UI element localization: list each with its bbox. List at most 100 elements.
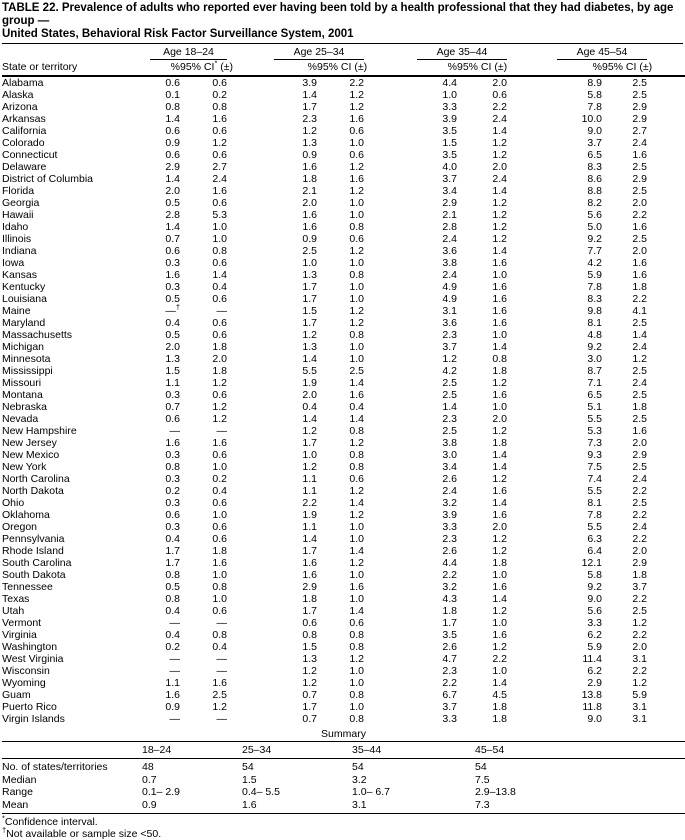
pct-value: 1.4 (364, 401, 457, 413)
ci-value: 1.6 (457, 581, 507, 593)
pct-value: 0.8 (150, 101, 180, 113)
pct-value: 2.0 (150, 185, 180, 197)
pct-value: 6.5 (507, 149, 602, 161)
pct-value: 9.3 (507, 449, 602, 461)
summary-body: No. of states/territories 48 54 54 54 Me… (2, 759, 685, 814)
ci-value: 2.0 (602, 437, 647, 449)
ci-value: 2.9 (602, 173, 647, 185)
ci-value: 1.6 (457, 629, 507, 641)
prevalence-table: Age 18–24 Age 25–34 Age 35–44 Age 45–54 … (2, 44, 685, 725)
ci-value: 1.8 (180, 545, 227, 557)
ci-value: 0.8 (317, 269, 364, 281)
pct-value: 0.6 (227, 617, 317, 629)
ci-value: 0.6 (180, 533, 227, 545)
state-name: Ohio (2, 497, 150, 509)
pct-value: 0.7 (150, 233, 180, 245)
pct-value: 2.5 (364, 425, 457, 437)
ci-value: 1.0 (457, 329, 507, 341)
ci-value: 0.2 (180, 89, 227, 101)
state-name: North Carolina (2, 473, 150, 485)
ci-value: 0.6 (180, 329, 227, 341)
row-filler (647, 377, 685, 389)
ci-value: 0.8 (317, 221, 364, 233)
summary-value: 0.9 (142, 799, 242, 814)
ci-value: 1.2 (457, 545, 507, 557)
pct-value: 0.8 (150, 461, 180, 473)
pct-value: 1.5 (227, 641, 317, 653)
state-name: Wisconsin (2, 665, 150, 677)
pct-value: 3.4 (364, 461, 457, 473)
ci-value: 1.6 (602, 149, 647, 161)
pct-value: 1.4 (227, 413, 317, 425)
state-name: Massachusetts (2, 329, 150, 341)
row-filler (647, 485, 685, 497)
pct-value: 9.8 (507, 305, 602, 317)
ci-value: 0.8 (317, 461, 364, 473)
ci-value: 0.6 (180, 149, 227, 161)
pct-value: 2.0 (150, 341, 180, 353)
ci-value: 2.4 (602, 341, 647, 353)
pct-value: 9.2 (507, 581, 602, 593)
row-filler (647, 305, 685, 317)
pct-value: 3.8 (364, 257, 457, 269)
ci-value: 3.1 (602, 653, 647, 665)
state-name: Michigan (2, 341, 150, 353)
pct-value: 1.3 (227, 653, 317, 665)
pct-value: 3.9 (364, 509, 457, 521)
pct-value: 3.0 (507, 353, 602, 365)
ci-value: 1.2 (317, 245, 364, 257)
table-header: Age 18–24 Age 25–34 Age 35–44 Age 45–54 … (2, 44, 685, 76)
ci-value: 0.6 (180, 497, 227, 509)
ci-value: 1.2 (317, 485, 364, 497)
state-name: Pennsylvania (2, 533, 150, 545)
pct-value: 1.9 (227, 377, 317, 389)
pct-value: 5.5 (227, 365, 317, 377)
pct-value: 0.3 (150, 449, 180, 461)
pct-value: 7.7 (507, 245, 602, 257)
ci-value: 1.8 (602, 281, 647, 293)
pct-value: 2.3 (227, 113, 317, 125)
ci-value: 2.5 (602, 76, 647, 89)
ci-value: 3.1 (602, 713, 647, 725)
pct-value: 1.2 (227, 125, 317, 137)
pct-value: 0.8 (150, 569, 180, 581)
ci-value: 1.8 (602, 569, 647, 581)
pct-value: 1.6 (227, 221, 317, 233)
state-name: Connecticut (2, 149, 150, 161)
summary-value: 3.1 (352, 799, 475, 814)
pct-value: 6.7 (364, 689, 457, 701)
pct-value: 4.2 (364, 365, 457, 377)
state-name: New Hampshire (2, 425, 150, 437)
summary-row: Median 0.7 1.5 3.2 7.5 (2, 774, 685, 787)
pct-value: 0.6 (150, 509, 180, 521)
pct-value: 7.4 (507, 473, 602, 485)
ci-value: 1.0 (180, 593, 227, 605)
row-filler (647, 665, 685, 677)
pct-value: 1.1 (150, 377, 180, 389)
pct-value: 2.3 (364, 413, 457, 425)
ci-value: 1.2 (180, 377, 227, 389)
summary-col-45-54: 45–54 (475, 742, 685, 759)
ci-value: 2.5 (602, 161, 647, 173)
ci-value: 1.6 (457, 293, 507, 305)
state-name: Kentucky (2, 281, 150, 293)
ci-value: 0.6 (457, 89, 507, 101)
pct-value: 0.3 (150, 257, 180, 269)
ci-value: 1.4 (317, 605, 364, 617)
ci-value: 1.4 (317, 497, 364, 509)
ci-value: 1.8 (457, 365, 507, 377)
summary-label-spacer (2, 742, 142, 759)
pct-value: 0.7 (150, 401, 180, 413)
ci-value: 3.1 (602, 701, 647, 713)
row-filler (647, 353, 685, 365)
summary-value: 0.4– 5.5 (242, 786, 352, 799)
pct-value: 1.4 (227, 533, 317, 545)
pct-value: 1.6 (150, 437, 180, 449)
pct-value: 6.3 (507, 533, 602, 545)
ci-value: 1.2 (317, 305, 364, 317)
